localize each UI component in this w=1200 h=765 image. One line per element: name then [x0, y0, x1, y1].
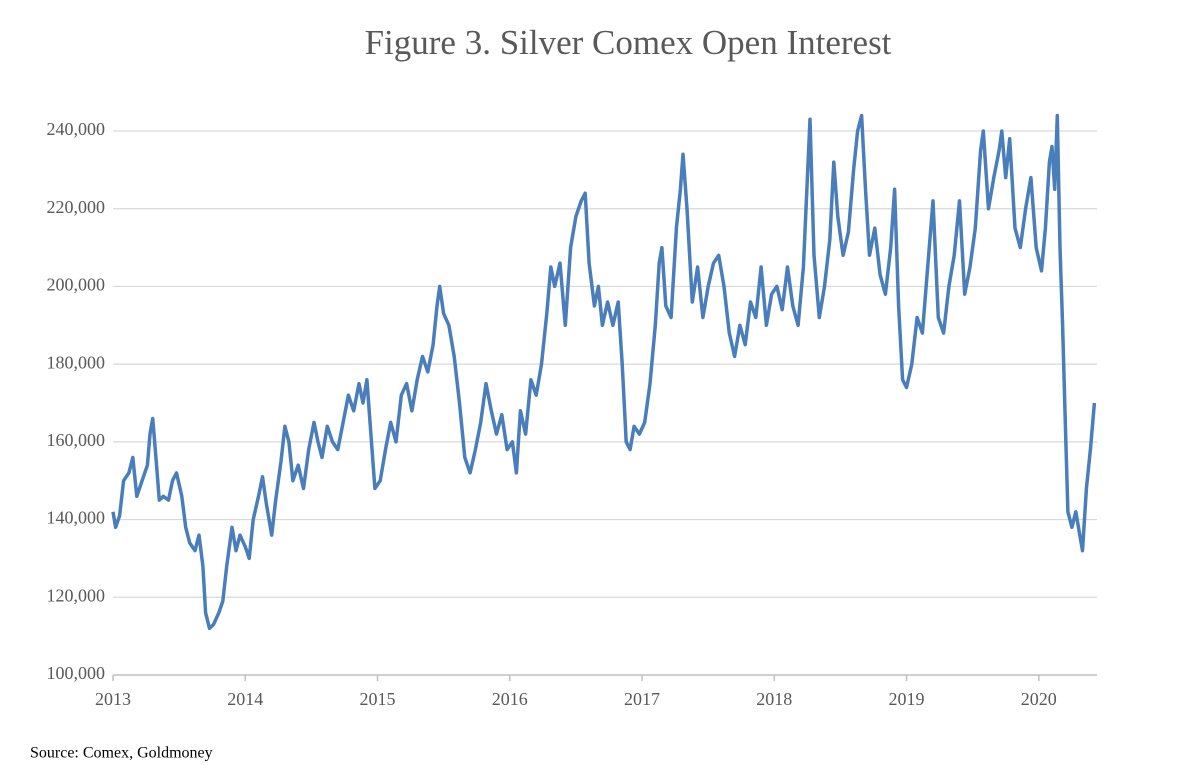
y-tick-label: 220,000	[47, 197, 106, 217]
x-tick-label: 2014	[227, 689, 263, 709]
y-tick-label: 140,000	[47, 508, 106, 528]
x-tick-label: 2017	[624, 689, 660, 709]
x-tick-label: 2020	[1021, 689, 1057, 709]
y-tick-label: 180,000	[47, 352, 106, 372]
y-tick-label: 200,000	[47, 275, 106, 295]
source-note: Source: Comex, Goldmoney	[30, 745, 213, 762]
y-tick-label: 120,000	[47, 585, 106, 605]
y-tick-label: 160,000	[47, 430, 106, 450]
x-tick-label: 2018	[756, 689, 792, 709]
y-tick-label: 100,000	[47, 663, 106, 683]
x-tick-label: 2015	[360, 689, 396, 709]
x-tick-label: 2016	[492, 689, 528, 709]
data-line	[111, 113, 1097, 631]
chart-title: Figure 3. Silver Comex Open Interest	[365, 23, 892, 62]
x-tick-label: 2013	[95, 689, 131, 709]
x-tick-label: 2019	[889, 689, 925, 709]
y-tick-label: 240,000	[47, 119, 106, 139]
